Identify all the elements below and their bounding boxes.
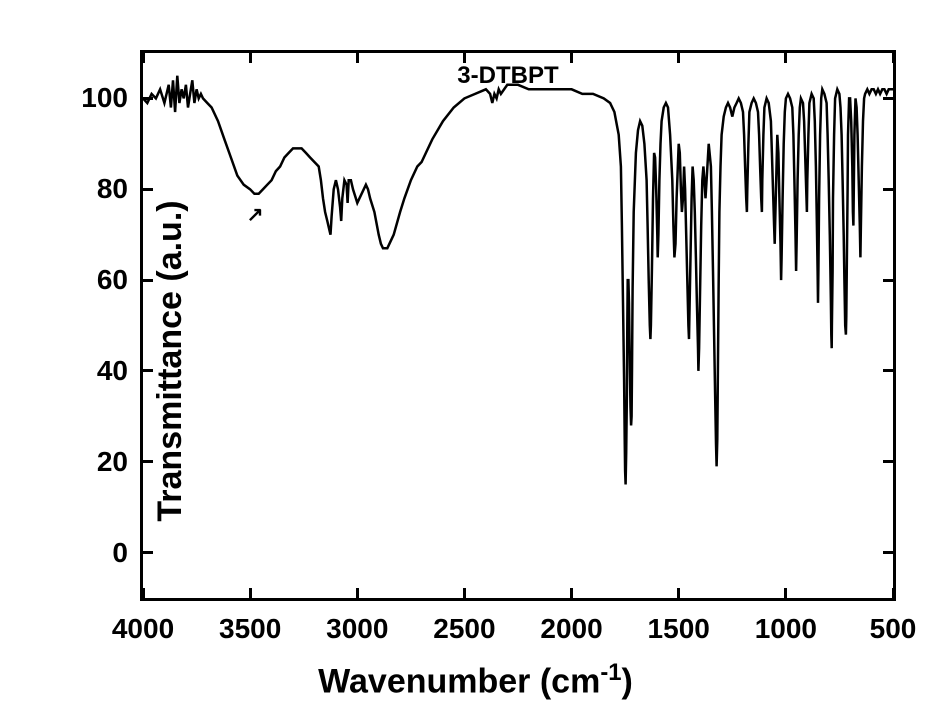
x-tick-label: 500: [870, 613, 917, 645]
x-tick: [356, 53, 359, 63]
x-axis-label: Wavenumber (cm-1): [318, 659, 633, 701]
y-tick: [883, 279, 893, 282]
x-tick-label: 2000: [540, 613, 602, 645]
x-tick: [570, 53, 573, 63]
y-tick: [143, 551, 153, 554]
x-tick: [677, 53, 680, 63]
x-tick: [892, 588, 895, 598]
y-tick-label: 40: [97, 355, 128, 387]
y-tick-label: 80: [97, 173, 128, 205]
y-tick-label: 20: [97, 446, 128, 478]
x-tick-label: 3000: [326, 613, 388, 645]
x-tick-label: 3500: [219, 613, 281, 645]
y-tick: [143, 188, 153, 191]
x-tick: [784, 588, 787, 598]
annotation-arrow: ↗: [247, 202, 264, 227]
x-tick: [892, 53, 895, 63]
x-tick: [463, 53, 466, 63]
y-tick-label: 0: [112, 537, 128, 569]
x-tick: [249, 588, 252, 598]
series-label: 3-DTBPT: [457, 62, 558, 90]
x-tick-label: 4000: [112, 613, 174, 645]
y-tick: [883, 369, 893, 372]
x-tick: [463, 588, 466, 598]
x-tick: [784, 53, 787, 63]
x-tick-label: 2500: [433, 613, 495, 645]
y-tick: [883, 551, 893, 554]
y-tick-label: 60: [97, 264, 128, 296]
plot-area: 3-DTBPT ↗ 020406080100 40003500300025002…: [140, 50, 896, 601]
spectrum-line: [143, 53, 893, 598]
x-tick: [570, 588, 573, 598]
ir-spectrum-chart: 3-DTBPT ↗ 0 20 40 60 80 100 4000 3500 3000 2500 2…: [0, 0, 951, 721]
y-tick: [883, 97, 893, 100]
y-tick: [883, 188, 893, 191]
x-tick: [249, 53, 252, 63]
x-tick-label: 1500: [648, 613, 710, 645]
x-tick: [142, 53, 145, 63]
x-tick-label: 1000: [755, 613, 817, 645]
x-tick: [142, 588, 145, 598]
y-tick: [883, 460, 893, 463]
x-tick: [356, 588, 359, 598]
x-tick: [677, 588, 680, 598]
y-tick: [143, 97, 153, 100]
y-axis-label: Transmittance (a.u.): [151, 200, 190, 521]
y-tick-label: 100: [81, 82, 128, 114]
